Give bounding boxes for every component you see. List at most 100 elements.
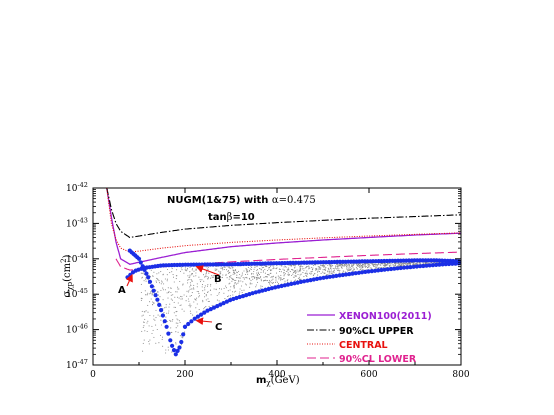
scan-point bbox=[254, 276, 256, 278]
model-points bbox=[125, 248, 461, 357]
scan-point bbox=[153, 286, 155, 288]
scan-point bbox=[315, 267, 317, 270]
model-point bbox=[360, 270, 365, 275]
model-point bbox=[311, 277, 316, 282]
scan-point bbox=[210, 294, 212, 296]
model-point bbox=[430, 263, 435, 268]
scan-point bbox=[375, 265, 377, 267]
scan-point bbox=[165, 316, 167, 318]
scan-point bbox=[223, 287, 225, 289]
scan-point bbox=[301, 268, 303, 270]
scan-point bbox=[145, 310, 147, 312]
scan-point bbox=[359, 269, 361, 271]
scan-point bbox=[204, 287, 206, 289]
scan-point bbox=[309, 267, 311, 269]
model-point bbox=[279, 283, 284, 289]
scan-point bbox=[233, 284, 235, 287]
scan-point bbox=[222, 274, 224, 276]
scan-point bbox=[202, 299, 204, 301]
scan-point bbox=[319, 268, 321, 270]
scan-point bbox=[351, 266, 353, 268]
scan-point bbox=[196, 303, 198, 305]
scan-point bbox=[192, 314, 194, 316]
scan-point bbox=[168, 291, 170, 293]
scan-point bbox=[193, 284, 195, 286]
scan-point bbox=[318, 267, 320, 269]
model-point bbox=[292, 281, 297, 286]
scan-point bbox=[188, 277, 190, 279]
scan-point bbox=[266, 269, 269, 272]
scan-point bbox=[205, 294, 207, 296]
scan-point bbox=[406, 262, 408, 265]
scan-point bbox=[218, 300, 220, 302]
scan-point bbox=[247, 273, 249, 275]
model-point bbox=[186, 321, 191, 327]
scan-point bbox=[258, 277, 261, 279]
model-point bbox=[151, 288, 156, 293]
scan-point bbox=[329, 271, 331, 273]
scan-point bbox=[188, 305, 190, 307]
scan-point bbox=[366, 264, 369, 266]
scan-point bbox=[157, 301, 159, 303]
model-point bbox=[398, 265, 403, 271]
scan-point bbox=[361, 265, 363, 267]
scan-point bbox=[256, 274, 258, 276]
scan-point bbox=[341, 264, 343, 266]
scan-point bbox=[228, 295, 230, 297]
scan-point bbox=[145, 278, 147, 280]
scan-point bbox=[193, 301, 195, 303]
scan-point bbox=[166, 312, 168, 314]
scan-point bbox=[189, 282, 191, 284]
scan-point bbox=[398, 265, 400, 267]
scan-point bbox=[228, 283, 230, 285]
scan-point bbox=[353, 270, 355, 272]
scan-point bbox=[141, 276, 144, 278]
scan-point bbox=[297, 273, 299, 276]
scan-point bbox=[300, 278, 302, 280]
scan-point bbox=[328, 272, 330, 274]
scan-point bbox=[294, 265, 296, 267]
scan-point bbox=[153, 318, 155, 320]
scan-point bbox=[197, 291, 200, 293]
scan-point bbox=[153, 301, 155, 303]
scan-point bbox=[414, 263, 417, 265]
scan-point bbox=[260, 287, 262, 289]
scan-point bbox=[284, 280, 286, 282]
scan-point bbox=[188, 279, 190, 281]
model-point bbox=[343, 272, 349, 277]
model-point bbox=[318, 276, 323, 281]
scan-point bbox=[346, 263, 348, 265]
model-point bbox=[440, 262, 445, 267]
scan-point bbox=[295, 270, 297, 272]
scan-point bbox=[362, 264, 364, 266]
scan-point bbox=[221, 267, 223, 270]
scan-point bbox=[355, 266, 357, 268]
scan-point bbox=[223, 292, 225, 294]
scan-point bbox=[325, 267, 327, 269]
scan-point bbox=[238, 270, 240, 272]
scan-point bbox=[167, 287, 169, 289]
scan-point bbox=[150, 298, 152, 300]
scan-point bbox=[344, 271, 346, 273]
scan-point bbox=[330, 267, 332, 269]
model-point bbox=[424, 263, 429, 268]
scan-point bbox=[191, 268, 194, 270]
scan-point bbox=[172, 274, 174, 276]
central-curve bbox=[106, 188, 461, 253]
scan-point bbox=[198, 276, 200, 278]
scan-point bbox=[171, 268, 173, 270]
scan-point bbox=[204, 285, 206, 287]
scan-point bbox=[323, 266, 325, 268]
scan-point bbox=[351, 264, 353, 266]
scan-point bbox=[206, 268, 208, 270]
scan-point bbox=[169, 303, 171, 305]
model-point bbox=[446, 261, 452, 267]
scan-point bbox=[155, 324, 157, 326]
scan-point bbox=[168, 310, 170, 312]
scan-point bbox=[256, 279, 258, 281]
scan-point bbox=[239, 273, 241, 276]
scan-point bbox=[374, 267, 376, 269]
scan-point bbox=[385, 265, 387, 267]
scan-point bbox=[394, 264, 396, 266]
scan-point bbox=[155, 281, 158, 283]
